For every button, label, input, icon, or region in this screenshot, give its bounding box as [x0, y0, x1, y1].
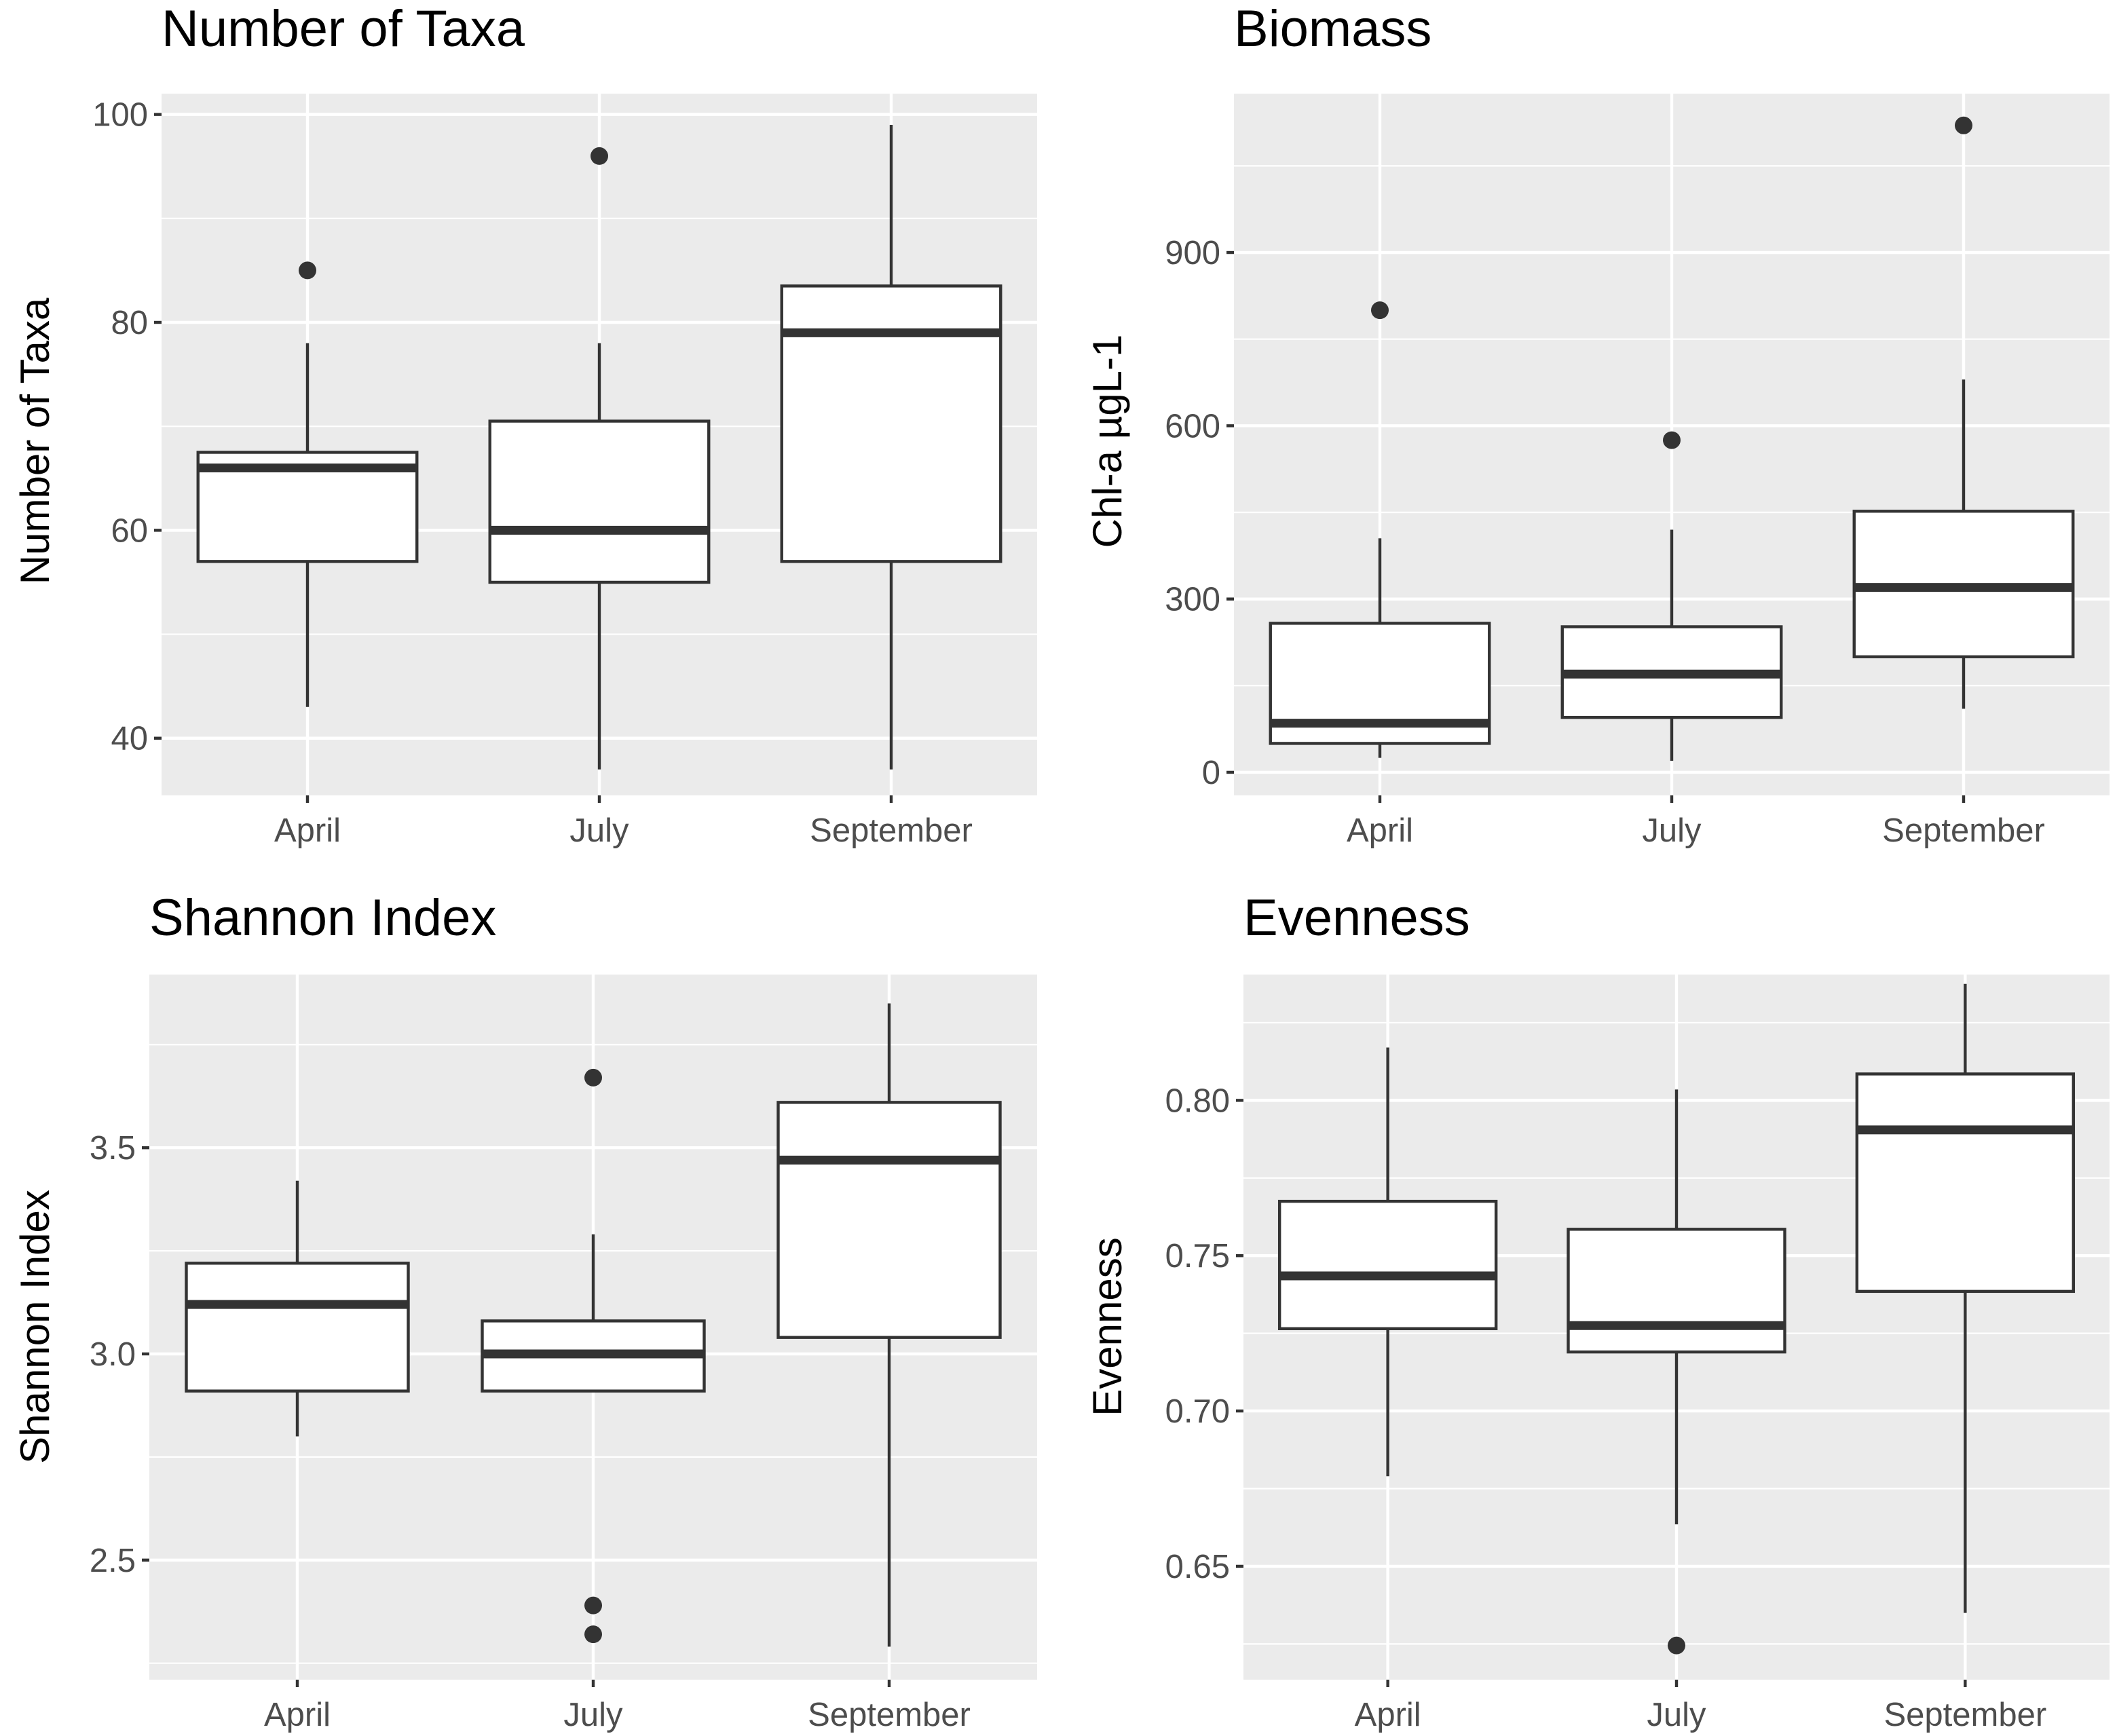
x-tick-label: April: [1355, 1697, 1421, 1733]
outlier-point: [1371, 301, 1389, 320]
outlier-point: [591, 147, 608, 165]
x-tick-label: July: [569, 812, 629, 849]
plot-area: 2.5 3.0 3.5 April July September: [90, 975, 1037, 1733]
outlier-point: [584, 1625, 602, 1644]
y-tick-label: 0.80: [1165, 1082, 1230, 1119]
outlier-point: [1668, 1636, 1685, 1655]
y-tick-label: 0.70: [1165, 1393, 1230, 1430]
y-tick-label: 3.5: [90, 1130, 136, 1167]
y-axis-label: Number of Taxa: [12, 297, 58, 584]
panel-shannon-index: Shannon Index Shannon Index 2.5 3.0 3.5 Apr…: [12, 889, 1037, 1733]
panel-title: Biomass: [1234, 0, 1431, 58]
box-september: [1852, 116, 2075, 709]
y-axis-label: Chl-a µgL-1: [1085, 335, 1130, 548]
box-july: [488, 147, 711, 770]
box-iqr: [185, 1262, 410, 1393]
y-tick-label: 100: [92, 97, 148, 134]
panel-number-of-taxa: Number of Taxa Number of Taxa 40 60 80 100 A…: [12, 0, 1037, 849]
box-september: [780, 124, 1003, 770]
x-tick-label: April: [1347, 812, 1413, 849]
x-tick-label: July: [1647, 1697, 1706, 1733]
box-iqr: [1277, 1199, 1498, 1330]
x-tick-label: September: [1884, 1697, 2046, 1733]
panel-title: Shannon Index: [149, 889, 496, 947]
y-tick-label: 60: [111, 512, 148, 549]
x-tick-label: September: [810, 812, 973, 849]
box-july: [481, 1068, 706, 1644]
y-tick-label: 300: [1165, 582, 1220, 618]
plot-area: 0 300 600 900 April July September: [1165, 94, 2110, 849]
x-tick-label: July: [563, 1697, 623, 1733]
x-tick-label: April: [264, 1697, 331, 1733]
y-axis-label: Evenness: [1085, 1237, 1130, 1416]
box-july: [1567, 1089, 1786, 1655]
plot-area: 40 60 80 100 April July September: [92, 94, 1037, 849]
y-tick-label: 3.0: [90, 1336, 136, 1373]
y-tick-label: 0: [1202, 755, 1220, 791]
box-september: [776, 1003, 1002, 1647]
outlier-point: [584, 1068, 602, 1087]
box-iqr: [780, 284, 1003, 563]
box-july: [1560, 431, 1783, 761]
box-september: [1855, 983, 2076, 1613]
y-tick-label: 0.65: [1165, 1549, 1230, 1585]
outlier-point: [1663, 431, 1681, 449]
panel-title: Evenness: [1243, 889, 1470, 947]
y-tick-label: 80: [111, 305, 148, 341]
plot-area: 0.65 0.70 0.75 0.80 April July September: [1165, 975, 2110, 1733]
box-april: [185, 1180, 410, 1437]
x-tick-label: July: [1642, 812, 1702, 849]
y-tick-label: 900: [1165, 235, 1220, 271]
x-tick-label: September: [1882, 812, 2045, 849]
outlier-point: [1955, 116, 1972, 134]
box-iqr: [1567, 1228, 1786, 1354]
box-april: [1269, 301, 1491, 758]
box-april: [1277, 1047, 1498, 1477]
box-april: [196, 261, 419, 707]
outlier-point: [584, 1596, 602, 1615]
y-tick-label: 0.75: [1165, 1238, 1230, 1275]
box-iqr: [488, 419, 711, 584]
y-axis-label: Shannon Index: [12, 1190, 58, 1464]
y-tick-label: 40: [111, 721, 148, 757]
y-tick-label: 2.5: [90, 1543, 136, 1579]
panel-evenness: Evenness Evenness 0.65 0.70 0.75 0.80 April J…: [1085, 889, 2110, 1733]
box-iqr: [776, 1101, 1002, 1339]
panel-biomass: Biomass Chl-a µgL-1 0 300 600 900 April July S…: [1085, 0, 2110, 849]
x-tick-label: September: [808, 1697, 971, 1733]
x-tick-label: April: [274, 812, 341, 849]
y-tick-label: 600: [1165, 408, 1220, 445]
box-iqr: [1855, 1072, 2076, 1294]
outlier-point: [299, 261, 316, 280]
panel-title: Number of Taxa: [162, 0, 525, 58]
